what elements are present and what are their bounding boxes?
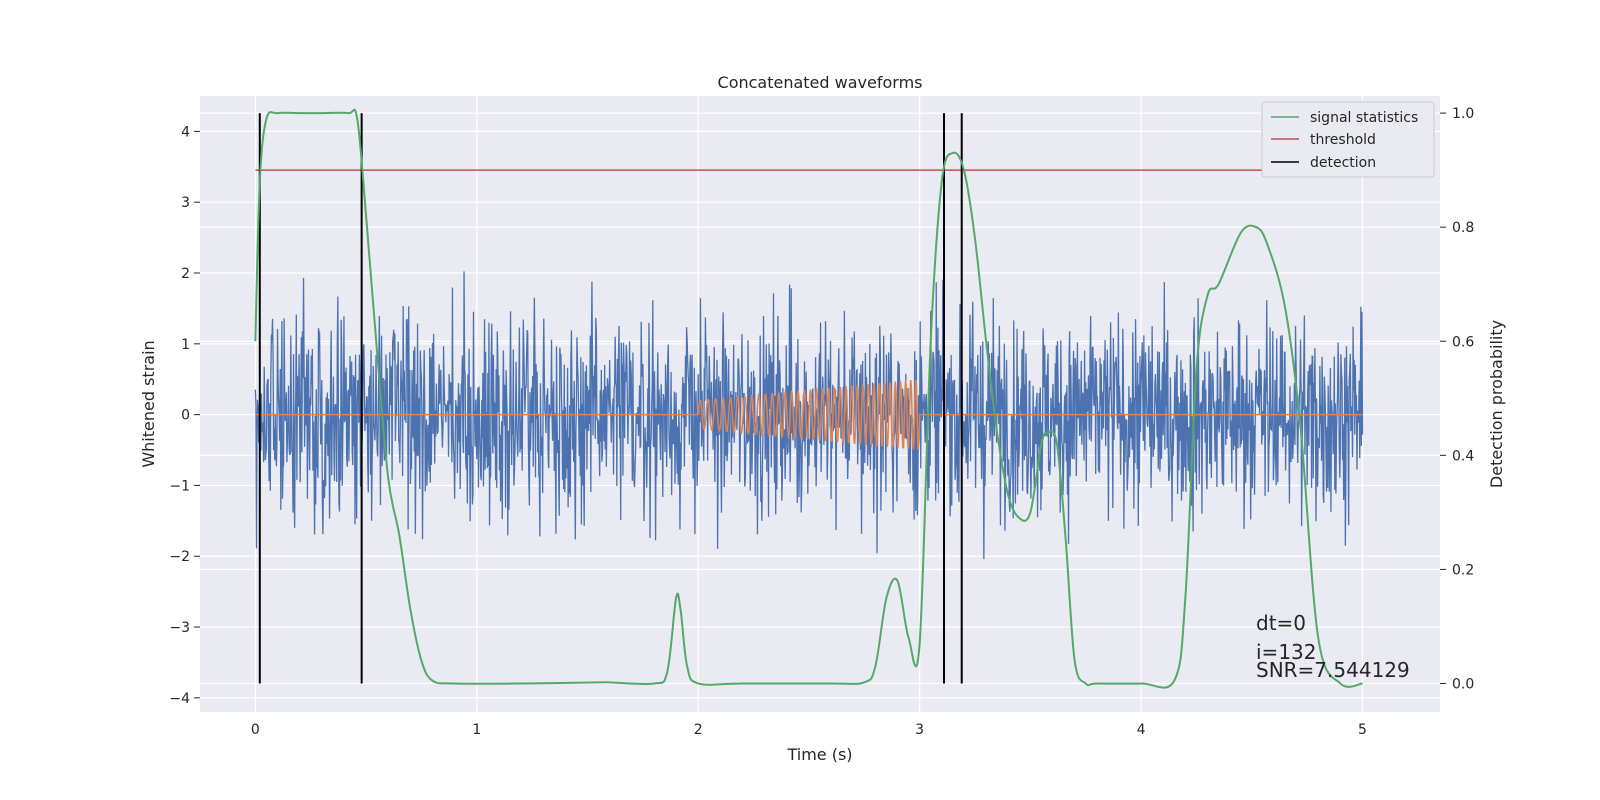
x-tick-label: 1 [472,722,481,738]
annotation-index: i=132 [1256,640,1317,664]
ticks: 0 1 2 3 4 5 −4 −3 −2 −1 0 1 2 3 4 0.0 0.2 0.4 0.6 0.8 1.0 [169,106,1474,738]
legend-label-threshold: threshold [1310,132,1376,148]
y-tick-label: −4 [169,691,190,707]
legend: signal statistics threshold detection [1261,101,1435,178]
y-tick-label: 1 [181,337,190,353]
y2-tick-label: 0.8 [1452,220,1474,236]
x-tick-label: 3 [915,722,924,738]
y-tick-label: 3 [181,195,190,211]
y-tick-label: 2 [181,266,190,282]
y-tick-label: 4 [181,124,190,140]
x-tick-label: 0 [251,722,260,738]
x-tick-label: 5 [1358,722,1367,738]
x-tick-label: 4 [1137,722,1146,738]
y-tick-label: −3 [169,620,190,636]
y2-tick-label: 0.0 [1452,676,1474,692]
legend-box [1261,101,1435,178]
injection-series [255,379,1363,452]
y2-tick-label: 0.4 [1452,448,1474,464]
x-axis-label: Time (s) [786,745,852,764]
y-tick-label: 0 [181,408,190,424]
legend-label-signal: signal statistics [1310,110,1418,126]
annotation-snr: SNR=7.544129 [1256,658,1410,682]
y2-axis-label: Detection probability [1487,320,1506,488]
signal-statistics-series [254,108,1363,689]
legend-label-detection: detection [1310,155,1376,171]
annotation-dt: dt=0 [1256,611,1306,635]
y2-tick-label: 1.0 [1452,106,1474,122]
y-axis-label: Whitened strain [139,340,158,467]
chart-title: Concatenated waveforms [718,73,923,92]
y-tick-label: −2 [169,549,190,565]
y2-tick-label: 0.2 [1452,562,1474,578]
x-tick-label: 2 [694,722,703,738]
strain-series [254,271,1364,560]
y2-tick-label: 0.6 [1452,334,1474,350]
series-layer [254,108,1385,689]
y-tick-label: −1 [169,478,190,494]
